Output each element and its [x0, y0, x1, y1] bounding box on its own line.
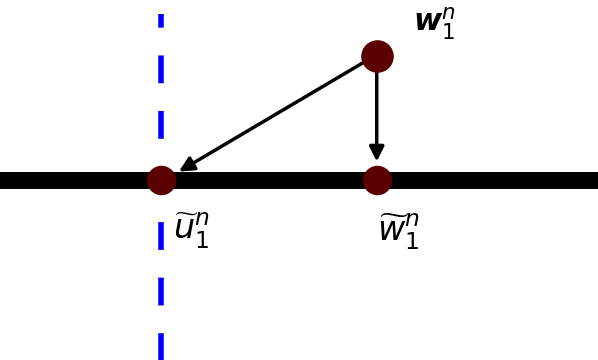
Text: $\boldsymbol{w}_1^n$: $\boldsymbol{w}_1^n$: [413, 5, 455, 42]
Text: $\widetilde{u}_1^n$: $\widetilde{u}_1^n$: [173, 211, 210, 251]
Point: [157, 177, 166, 183]
Text: $\widetilde{w}_1^n$: $\widetilde{w}_1^n$: [377, 211, 420, 252]
Point: [372, 53, 382, 59]
Point: [372, 177, 382, 183]
